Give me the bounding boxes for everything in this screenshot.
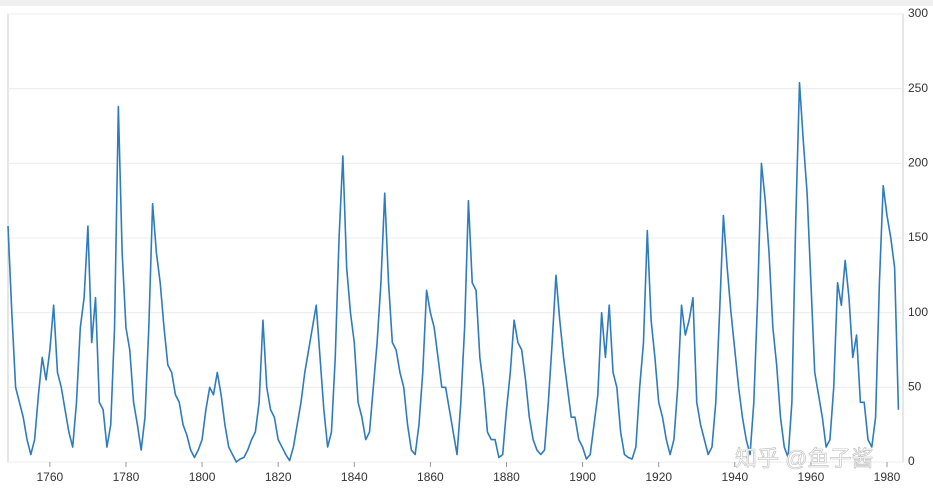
x-tick-label: 1920 <box>645 470 672 484</box>
x-tick-label: 1880 <box>493 470 520 484</box>
x-tick-label: 1760 <box>37 470 64 484</box>
series-line <box>7 81 900 463</box>
x-tick-label: 1860 <box>417 470 444 484</box>
y-tick-label: 300 <box>908 6 928 20</box>
watermark: 知乎 @鱼子酱 <box>735 446 873 471</box>
y-tick-label: 200 <box>908 156 928 170</box>
y-tick-label: 100 <box>908 305 928 319</box>
x-tick-label: 1960 <box>798 470 825 484</box>
x-tick-label: 1780 <box>113 470 140 484</box>
x-tick-label: 1940 <box>721 470 748 484</box>
x-tick-label: 1820 <box>265 470 292 484</box>
y-tick-label: 50 <box>908 380 922 394</box>
x-tick-label: 1840 <box>341 470 368 484</box>
y-tick-label: 250 <box>908 81 928 95</box>
x-tick-label: 1980 <box>874 470 901 484</box>
y-tick-label: 0 <box>908 454 915 468</box>
x-tick-label: 1900 <box>569 470 596 484</box>
x-tick-label: 1800 <box>189 470 216 484</box>
top-bar <box>0 0 933 6</box>
y-tick-label: 150 <box>908 230 928 244</box>
